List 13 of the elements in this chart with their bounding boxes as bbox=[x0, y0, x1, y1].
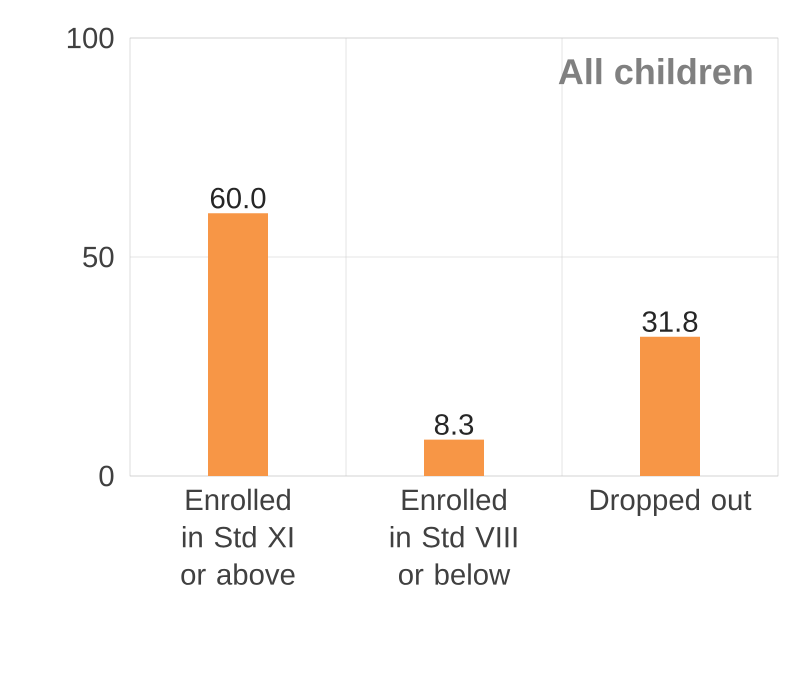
bar bbox=[424, 440, 484, 476]
x-tick-label: Dropped out bbox=[590, 488, 752, 516]
bar bbox=[208, 213, 268, 476]
bar bbox=[640, 336, 700, 476]
y-tick-label: 100 bbox=[68, 28, 114, 48]
x-tick-label: Enrolled in Std VIII or below bbox=[390, 488, 516, 585]
chart-title: All children bbox=[558, 58, 752, 84]
data-label: 8.3 bbox=[434, 414, 474, 435]
x-tick-label: Enrolled in Std XI or above bbox=[181, 488, 295, 585]
data-label: 31.8 bbox=[642, 311, 698, 332]
data-label: 60.0 bbox=[210, 188, 266, 208]
y-tick-label: 0 bbox=[99, 466, 114, 486]
y-tick-label: 50 bbox=[83, 246, 114, 268]
